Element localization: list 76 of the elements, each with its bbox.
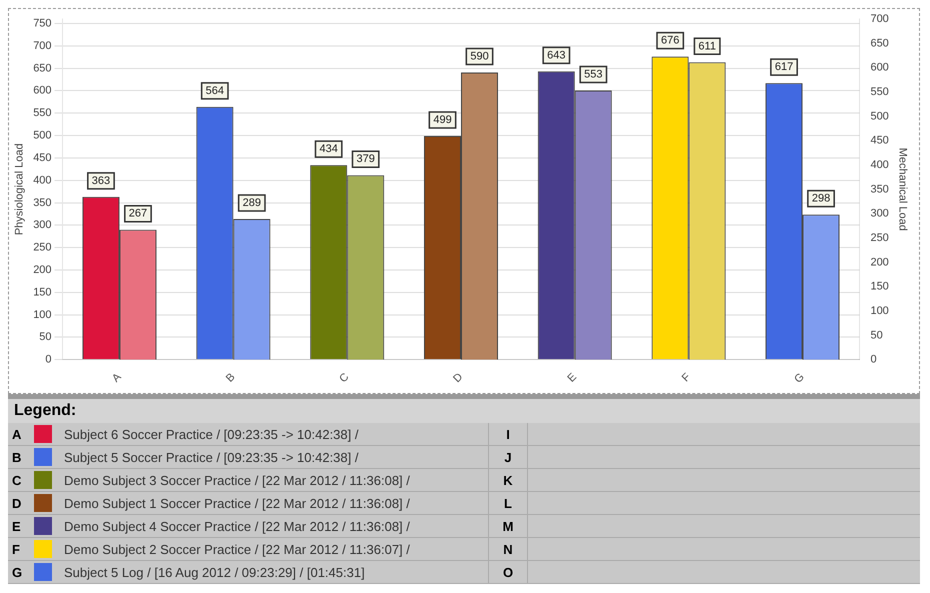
data-label: 643 [547,49,566,62]
data-label: 379 [356,153,375,166]
y-axis-title: Physiological Load [14,143,26,236]
y2-tick-label: 450 [870,134,889,147]
text: Demo Subject 2 Soccer Practice / [22 Mar 2012 / 11:36:07] / [60,538,488,560]
y-tick-label: 600 [33,84,52,97]
y-tick-label: 350 [33,196,52,209]
text: L [488,492,528,514]
data-label: 590 [470,50,489,63]
text: I [488,423,528,446]
text: Subject 5 Log / [16 Aug 2012 / 09:23:29] / [01:45:31] [60,560,488,584]
category-label: D [12,496,22,510]
text: J [488,446,528,468]
data-label: 553 [584,68,603,81]
y2-tick-label: 500 [870,110,889,122]
x-tick-label: A [110,370,124,385]
y-tick-label: 750 [33,18,52,30]
x-tick-label: B [224,371,238,385]
category-label: A [12,426,22,442]
y2-tick-label: 50 [870,329,883,342]
y2-tick-label: 0 [870,354,877,366]
data-label: 499 [433,114,452,126]
y2-tick-label: 350 [870,183,889,196]
y-tick-label: 450 [33,152,52,164]
y2-tick-label: 550 [870,86,889,98]
category-label: B [12,450,22,464]
text: O [488,560,528,584]
y2-tick-label: 600 [870,62,889,74]
y2-tick-label: 250 [870,232,889,244]
y-tick-label: 100 [33,308,52,321]
y-tick-label: 200 [33,264,52,276]
text: M [488,514,528,538]
data-label: 298 [812,192,830,205]
y-tick-label: 250 [33,242,52,254]
y-tick-label: 500 [33,130,52,142]
data-label: 363 [92,174,110,187]
y2-tick-label: 300 [870,208,889,220]
data-label: 611 [698,40,716,52]
y-tick-label: 300 [33,219,52,232]
y-tick-label: 0 [45,354,52,366]
data-label: 289 [242,197,261,210]
x-tick-label: D [451,371,466,386]
data-label: 434 [319,143,338,156]
x-tick-label: F [680,370,694,384]
text: N [488,538,528,560]
category-label: F [12,542,20,556]
category-label: E [12,518,21,534]
y2-tick-label: 700 [870,13,889,26]
text: Demo Subject 1 Soccer Practice / [22 Mar 2012 / 11:36:08] / [60,492,488,514]
y-tick-label: 700 [33,40,52,52]
category-label: G [12,564,22,580]
data-label: 676 [661,34,680,47]
x-tick-label: G [792,371,807,386]
text: Demo Subject 3 Soccer Practice / [22 Mar 2012 / 11:36:08] / [60,468,488,492]
y-tick-label: 50 [39,331,52,344]
x-tick-label: E [565,371,580,385]
y2-tick-label: 400 [870,159,889,172]
data-label: 617 [774,61,794,74]
y2-axis-title: Mechanical Load [896,148,908,231]
data-label: 564 [206,84,224,97]
text: Subject 5 Soccer Practice / [09:23:35 -> 10:42:38] / [60,446,488,468]
text: Subject 6 Soccer Practice / [09:23:35 -> 10:42:38] / [60,423,488,446]
y2-tick-label: 100 [870,304,889,317]
y-tick-label: 150 [33,286,52,298]
y2-tick-label: 650 [870,37,889,50]
y-tick-label: 550 [33,107,52,120]
data-label: 267 [128,208,148,220]
y2-tick-label: 200 [870,256,889,268]
text: K [488,468,528,492]
y-tick-label: 400 [33,174,52,186]
legend-title: Legend: [13,401,78,421]
y-tick-label: 650 [33,62,52,74]
category-label: C [12,472,22,488]
text: Demo Subject 4 Soccer Practice / [22 Mar 2012 / 11:36:08] / [60,514,488,538]
y2-tick-label: 150 [870,280,889,293]
x-tick-label: C [337,371,352,386]
